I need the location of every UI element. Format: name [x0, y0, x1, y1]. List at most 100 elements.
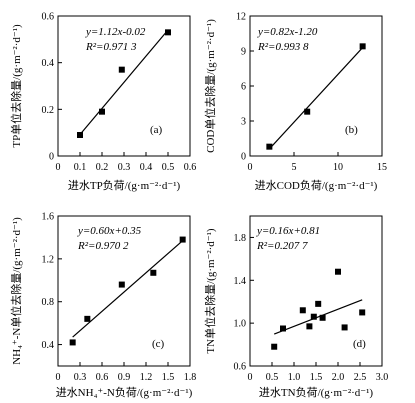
panel-d-xtick-label: 0.5 [266, 372, 279, 383]
panel-c-data-point [150, 269, 157, 276]
panel-c-equation: y=0.60x+0.35 [77, 225, 142, 237]
panel-c-data-point [84, 315, 91, 322]
panel-c-r2: R²=0.970 2 [77, 240, 129, 252]
panel-d-xtick-label: 0 [248, 372, 253, 383]
panel-d-xtick-label: 1.5 [310, 372, 323, 383]
panel-c-data-point [69, 339, 76, 346]
panel-a-data-point [118, 66, 125, 73]
panel-d-data-point [271, 343, 278, 350]
panel-b-data-point [266, 143, 273, 150]
panel-d-yticks: 0.6 1.0 1.4 1.8 [234, 233, 254, 373]
panel-c-fit-line [72, 240, 184, 338]
panel-d-label: (d) [353, 338, 366, 350]
panel-a-ytick-label: 0.4 [42, 58, 55, 69]
panel-c-ytick-label: 1.6 [42, 212, 55, 223]
panel-b-ytick-label: 3 [241, 117, 246, 128]
panel-b-xtick-label: 0 [248, 162, 253, 173]
panel-d-xtick-label: 3.0 [376, 372, 389, 383]
panel-c-points [69, 236, 186, 346]
panel-d-ytick-label: 1.4 [234, 276, 247, 287]
panel-a-equation: y=1.12x-0.02 [85, 26, 146, 38]
panel-d-r2: R²=0.207 7 [256, 240, 308, 252]
panel-c-yticks: 0.4 0.8 1.2 1.6 [42, 212, 62, 351]
panel-d-points [271, 268, 366, 350]
panel-a-label: (a) [150, 124, 163, 136]
panel-b-ylabel: COD单位去除量/(g·m⁻²·d⁻¹) [203, 19, 217, 153]
panel-b-r2: R²=0.993 8 [257, 41, 309, 53]
panel-c: 0 0.3 0.6 0.9 1.2 1.5 1.8 0.4 0.8 1.2 1.6 y=0.60x… [9, 212, 196, 400]
panel-d-ytick-label: 0.6 [234, 362, 247, 373]
panel-a-data-point [165, 29, 171, 36]
panel-c-data-point [118, 281, 125, 288]
panel-a-data-point [77, 132, 83, 138]
panel-a-fit-line [77, 29, 169, 138]
panel-d-data-point [280, 325, 286, 332]
panel-c-ytick-label: 0.4 [42, 340, 55, 351]
panel-d-data-point [341, 324, 348, 331]
panel-b-xlabel: 进水COD负荷/(g·m⁻²·d⁻¹) [255, 178, 378, 192]
panel-c-label: (c) [152, 338, 165, 350]
panel-c-xtick-label: 0.9 [118, 372, 131, 383]
panel-a-r2: R²=0.971 3 [85, 41, 137, 53]
panel-d-data-point [310, 313, 317, 320]
panel-d-data-point [359, 309, 366, 316]
panel-b-xtick-label: 5 [292, 162, 297, 173]
panel-a-xlabel: 进水TP负荷/(g·m⁻²·d⁻¹) [68, 178, 181, 192]
panel-d-xtick-label: 1.0 [288, 372, 301, 383]
panel-d: 0 0.5 1.0 1.5 2.0 2.5 3.0 0.6 1.0 1.4 1.8 y=0.16x… [203, 215, 389, 399]
panel-c-xtick-label: 0.3 [74, 372, 87, 383]
panel-b-ytick-label: 6 [241, 82, 246, 93]
panel-d-ylabel: TN单位去除量/(g·m⁻²·d⁻¹) [203, 228, 217, 353]
panel-a-xtick-label: 0 [56, 162, 61, 173]
panel-d-data-point [299, 307, 306, 314]
panel-c-xlabel: 进水NH₄⁺-N负荷/(g·m⁻²·d⁻¹) [56, 385, 193, 399]
panel-c-data-point [179, 236, 186, 243]
panel-b-equation: y=0.82x-1.20 [257, 26, 318, 38]
panel-c-ytick-label: 1.2 [42, 254, 55, 265]
panel-a-xticks: 0 0.1 0.2 0.3 0.4 0.5 0.6 [56, 152, 197, 173]
panel-b-data-point [359, 43, 366, 50]
panel-d-fit-line [273, 299, 363, 335]
panel-b-points [266, 43, 366, 150]
panel-b-ytick-label: 9 [241, 47, 246, 58]
panel-b-yticks: 0 3 6 9 12 [236, 12, 254, 163]
panel-a-xtick-label: 0.6 [184, 162, 197, 173]
panel-d-data-point [319, 314, 326, 321]
panel-c-xtick-label: 1.8 [184, 372, 197, 383]
panel-c-xtick-label: 1.5 [162, 372, 175, 383]
panel-a-ytick-label: 0.2 [42, 105, 55, 116]
panel-a-points [77, 29, 171, 138]
panel-d-xtick-label: 2.5 [354, 372, 367, 383]
panel-b-ytick-label: 0 [241, 152, 246, 163]
panel-d-xtick-label: 2.0 [332, 372, 345, 383]
panel-c-xtick-label: 1.2 [140, 372, 153, 383]
panel-a-yticks: 0 0.2 0.4 0.6 [42, 12, 62, 163]
panel-d-data-point [306, 323, 313, 330]
panel-a: 0 0.1 0.2 0.3 0.4 0.5 0.6 0 0.2 0.4 0.6 y=1.12x-0… [9, 12, 196, 193]
panel-b-data-point [304, 108, 311, 115]
panel-c-ylabel: NH₄⁺-N单位去除量/(g·m⁻²·d⁻¹) [9, 217, 23, 365]
panel-a-ytick-label: 0.6 [42, 12, 55, 23]
panel-a-xtick-label: 0.5 [162, 162, 175, 173]
panel-b: 0 5 10 15 0 3 6 9 12 y=0.82x-1.20 R²=0.993 8 (b… [203, 12, 387, 193]
panel-b-ytick-label: 12 [236, 12, 246, 23]
panel-d-ytick-label: 1.8 [234, 233, 247, 244]
panel-b-xtick-label: 10 [333, 162, 343, 173]
panel-d-equation: y=0.16x+0.81 [256, 225, 320, 237]
panel-a-data-point [99, 108, 105, 115]
panel-b-xtick-label: 15 [377, 162, 387, 173]
panel-d-data-point [335, 268, 341, 275]
panel-a-ylabel: TP单位去除量/(g·m⁻²·d⁻¹) [9, 24, 23, 148]
panel-a-xtick-label: 0.2 [96, 162, 109, 173]
panel-b-fit-line [268, 47, 364, 150]
panel-a-xtick-label: 0.1 [74, 162, 87, 173]
panel-d-xticks: 0 0.5 1.0 1.5 2.0 2.5 3.0 [248, 362, 389, 383]
panel-c-frame [57, 215, 191, 367]
panel-c-xtick-label: 0.6 [96, 372, 109, 383]
panel-b-label: (b) [345, 124, 358, 136]
panel-d-data-point [315, 300, 322, 307]
panel-a-xtick-label: 0.4 [140, 162, 153, 173]
panel-b-xticks: 0 5 10 15 [248, 152, 387, 173]
panel-c-xtick-label: 0 [56, 372, 61, 383]
